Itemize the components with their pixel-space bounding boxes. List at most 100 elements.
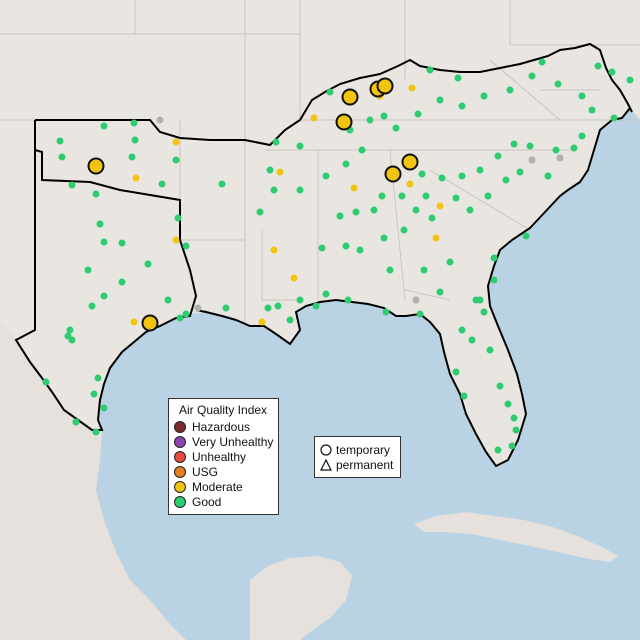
good-site-marker[interactable] <box>508 442 516 450</box>
moderate-site-marker[interactable] <box>406 180 414 188</box>
good-site-marker[interactable] <box>380 234 388 242</box>
good-site-marker[interactable] <box>526 142 534 150</box>
good-site-marker[interactable] <box>182 242 190 250</box>
good-site-marker[interactable] <box>92 190 100 198</box>
temporary-monitor-marker[interactable] <box>87 157 105 175</box>
good-site-marker[interactable] <box>426 66 434 74</box>
good-site-marker[interactable] <box>452 368 460 376</box>
good-site-marker[interactable] <box>296 142 304 150</box>
moderate-site-marker[interactable] <box>172 236 180 244</box>
good-site-marker[interactable] <box>504 400 512 408</box>
good-site-marker[interactable] <box>472 296 480 304</box>
good-site-marker[interactable] <box>418 170 426 178</box>
temporary-monitor-marker[interactable] <box>384 165 402 183</box>
inactive-site-marker[interactable] <box>194 304 202 312</box>
moderate-site-marker[interactable] <box>130 318 138 326</box>
moderate-site-marker[interactable] <box>258 318 266 326</box>
moderate-site-marker[interactable] <box>276 168 284 176</box>
good-site-marker[interactable] <box>416 310 424 318</box>
good-site-marker[interactable] <box>458 102 466 110</box>
good-site-marker[interactable] <box>516 168 524 176</box>
good-site-marker[interactable] <box>458 326 466 334</box>
inactive-site-marker[interactable] <box>156 116 164 124</box>
good-site-marker[interactable] <box>398 192 406 200</box>
good-site-marker[interactable] <box>256 208 264 216</box>
good-site-marker[interactable] <box>218 180 226 188</box>
good-site-marker[interactable] <box>100 122 108 130</box>
good-site-marker[interactable] <box>96 220 104 228</box>
good-site-marker[interactable] <box>336 212 344 220</box>
inactive-site-marker[interactable] <box>556 154 564 162</box>
good-site-marker[interactable] <box>522 232 530 240</box>
good-site-marker[interactable] <box>510 140 518 148</box>
good-site-marker[interactable] <box>468 336 476 344</box>
good-site-marker[interactable] <box>412 206 420 214</box>
moderate-site-marker[interactable] <box>132 174 140 182</box>
good-site-marker[interactable] <box>66 326 74 334</box>
good-site-marker[interactable] <box>272 138 280 146</box>
good-site-marker[interactable] <box>118 239 126 247</box>
good-site-marker[interactable] <box>610 114 618 122</box>
good-site-marker[interactable] <box>496 382 504 390</box>
good-site-marker[interactable] <box>578 132 586 140</box>
good-site-marker[interactable] <box>296 296 304 304</box>
good-site-marker[interactable] <box>454 74 462 82</box>
good-site-marker[interactable] <box>378 192 386 200</box>
good-site-marker[interactable] <box>386 266 394 274</box>
good-site-marker[interactable] <box>88 302 96 310</box>
good-site-marker[interactable] <box>128 153 136 161</box>
good-site-marker[interactable] <box>92 428 100 436</box>
good-site-marker[interactable] <box>68 336 76 344</box>
good-site-marker[interactable] <box>458 172 466 180</box>
good-site-marker[interactable] <box>380 112 388 120</box>
good-site-marker[interactable] <box>68 181 76 189</box>
temporary-monitor-marker[interactable] <box>141 314 159 332</box>
good-site-marker[interactable] <box>264 304 272 312</box>
good-site-marker[interactable] <box>512 426 520 434</box>
good-site-marker[interactable] <box>594 62 602 70</box>
good-site-marker[interactable] <box>494 152 502 160</box>
good-site-marker[interactable] <box>428 214 436 222</box>
good-site-marker[interactable] <box>164 296 172 304</box>
good-site-marker[interactable] <box>460 392 468 400</box>
good-site-marker[interactable] <box>446 258 454 266</box>
moderate-site-marker[interactable] <box>270 246 278 254</box>
good-site-marker[interactable] <box>466 206 474 214</box>
good-site-marker[interactable] <box>118 278 126 286</box>
good-site-marker[interactable] <box>420 266 428 274</box>
temporary-monitor-marker[interactable] <box>401 153 419 171</box>
good-site-marker[interactable] <box>366 116 374 124</box>
good-site-marker[interactable] <box>494 446 502 454</box>
good-site-marker[interactable] <box>538 58 546 66</box>
good-site-marker[interactable] <box>326 88 334 96</box>
moderate-site-marker[interactable] <box>290 274 298 282</box>
good-site-marker[interactable] <box>270 186 278 194</box>
inactive-site-marker[interactable] <box>412 296 420 304</box>
good-site-marker[interactable] <box>480 92 488 100</box>
good-site-marker[interactable] <box>486 346 494 354</box>
good-site-marker[interactable] <box>172 156 180 164</box>
good-site-marker[interactable] <box>352 208 360 216</box>
good-site-marker[interactable] <box>342 242 350 250</box>
inactive-site-marker[interactable] <box>528 156 536 164</box>
good-site-marker[interactable] <box>438 174 446 182</box>
good-site-marker[interactable] <box>358 146 366 154</box>
good-site-marker[interactable] <box>510 414 518 422</box>
good-site-marker[interactable] <box>100 404 108 412</box>
good-site-marker[interactable] <box>56 137 64 145</box>
good-site-marker[interactable] <box>312 302 320 310</box>
good-site-marker[interactable] <box>322 172 330 180</box>
good-site-marker[interactable] <box>436 96 444 104</box>
good-site-marker[interactable] <box>131 136 139 144</box>
good-site-marker[interactable] <box>130 119 138 127</box>
good-site-marker[interactable] <box>144 260 152 268</box>
good-site-marker[interactable] <box>484 192 492 200</box>
good-site-marker[interactable] <box>554 80 562 88</box>
good-site-marker[interactable] <box>174 214 182 222</box>
good-site-marker[interactable] <box>382 308 390 316</box>
good-site-marker[interactable] <box>274 302 282 310</box>
moderate-site-marker[interactable] <box>350 184 358 192</box>
good-site-marker[interactable] <box>392 124 400 132</box>
good-site-marker[interactable] <box>608 68 616 76</box>
